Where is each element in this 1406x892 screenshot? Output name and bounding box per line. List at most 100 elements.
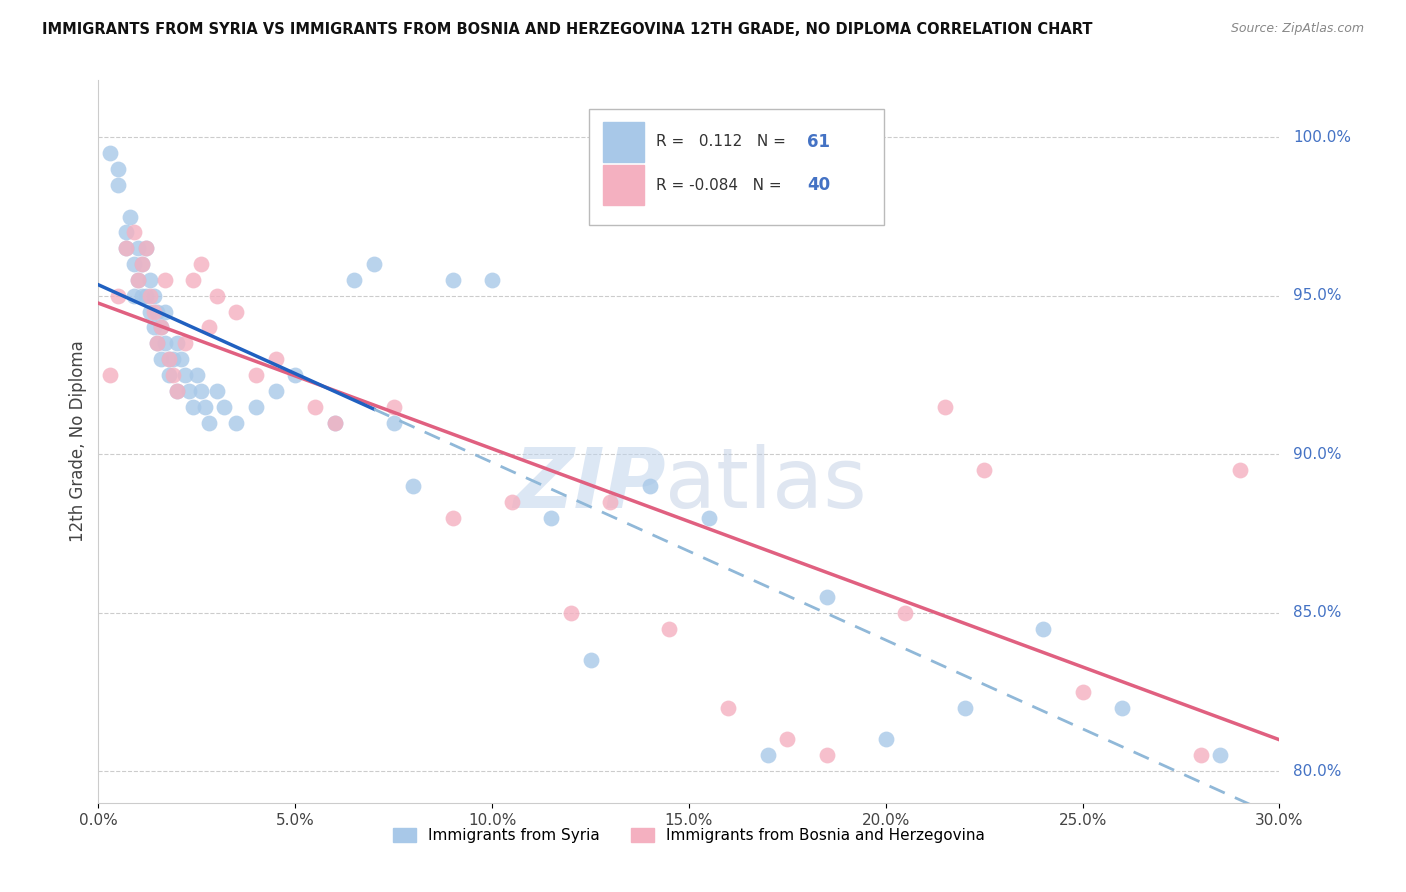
Point <box>107 178 129 192</box>
Point <box>1189 748 1212 763</box>
Point <box>122 226 145 240</box>
Point <box>150 320 173 334</box>
Point <box>1229 463 1251 477</box>
Text: 85.0%: 85.0% <box>1294 605 1341 620</box>
Point <box>382 416 405 430</box>
Point <box>973 463 995 477</box>
Point <box>658 622 681 636</box>
Point <box>756 748 779 763</box>
Point <box>107 161 129 176</box>
Point <box>131 257 153 271</box>
Y-axis label: 12th Grade, No Diploma: 12th Grade, No Diploma <box>69 341 87 542</box>
Point <box>115 241 138 255</box>
Point <box>1032 622 1054 636</box>
Text: 40: 40 <box>807 176 830 194</box>
Text: 61: 61 <box>807 133 830 151</box>
Point <box>150 320 173 334</box>
Point <box>190 384 212 398</box>
Point <box>166 384 188 398</box>
Point <box>697 510 720 524</box>
Point <box>127 241 149 255</box>
Point <box>127 273 149 287</box>
Point <box>157 352 180 367</box>
Text: R = -0.084   N =: R = -0.084 N = <box>655 178 786 193</box>
Point <box>150 352 173 367</box>
Point <box>481 273 503 287</box>
Point <box>245 368 267 382</box>
Point <box>135 241 157 255</box>
Text: R =   0.112   N =: R = 0.112 N = <box>655 134 790 149</box>
Point <box>146 336 169 351</box>
Point <box>323 416 346 430</box>
Point <box>579 653 602 667</box>
FancyBboxPatch shape <box>603 122 644 161</box>
Point <box>194 400 217 414</box>
Point <box>1111 700 1133 714</box>
Point <box>953 700 976 714</box>
Point <box>264 384 287 398</box>
Point <box>815 748 838 763</box>
Point <box>155 273 177 287</box>
Point <box>304 400 326 414</box>
Text: 80.0%: 80.0% <box>1294 764 1341 779</box>
Text: 95.0%: 95.0% <box>1294 288 1341 303</box>
Point <box>717 700 740 714</box>
Point <box>177 384 200 398</box>
Point <box>131 257 153 271</box>
Point <box>115 226 138 240</box>
Point <box>1071 685 1094 699</box>
Text: IMMIGRANTS FROM SYRIA VS IMMIGRANTS FROM BOSNIA AND HERZEGOVINA 12TH GRADE, NO D: IMMIGRANTS FROM SYRIA VS IMMIGRANTS FROM… <box>42 22 1092 37</box>
Text: atlas: atlas <box>665 444 868 525</box>
Point <box>135 241 157 255</box>
Point <box>225 416 247 430</box>
Point <box>363 257 385 271</box>
Point <box>441 273 464 287</box>
Point <box>441 510 464 524</box>
Point <box>894 606 917 620</box>
Legend: Immigrants from Syria, Immigrants from Bosnia and Herzegovina: Immigrants from Syria, Immigrants from B… <box>387 822 991 849</box>
Point <box>115 241 138 255</box>
Point <box>245 400 267 414</box>
Point <box>382 400 405 414</box>
Point <box>142 320 165 334</box>
Point <box>170 352 193 367</box>
Point <box>1209 748 1232 763</box>
Point <box>197 416 219 430</box>
Point <box>107 289 129 303</box>
Point <box>98 146 121 161</box>
Point <box>323 416 346 430</box>
Point <box>162 352 184 367</box>
Point <box>131 289 153 303</box>
Point <box>166 384 188 398</box>
Point <box>162 368 184 382</box>
FancyBboxPatch shape <box>589 109 884 225</box>
Point <box>157 352 180 367</box>
Point <box>155 336 177 351</box>
Point <box>540 510 562 524</box>
Point <box>122 257 145 271</box>
Point <box>138 273 160 287</box>
Point <box>225 304 247 318</box>
Point <box>197 320 219 334</box>
Point <box>815 590 838 604</box>
Text: 100.0%: 100.0% <box>1294 130 1351 145</box>
Point <box>142 289 165 303</box>
FancyBboxPatch shape <box>603 165 644 205</box>
Text: 90.0%: 90.0% <box>1294 447 1341 462</box>
Point <box>934 400 956 414</box>
Point <box>181 400 204 414</box>
Point <box>186 368 208 382</box>
Point <box>343 273 366 287</box>
Point <box>174 336 197 351</box>
Point <box>135 289 157 303</box>
Point <box>501 494 523 508</box>
Point <box>157 368 180 382</box>
Text: Source: ZipAtlas.com: Source: ZipAtlas.com <box>1230 22 1364 36</box>
Point <box>146 336 169 351</box>
Point <box>127 273 149 287</box>
Point <box>146 304 169 318</box>
Text: ZIP: ZIP <box>513 444 665 525</box>
Point <box>122 289 145 303</box>
Point <box>166 336 188 351</box>
Point <box>174 368 197 382</box>
